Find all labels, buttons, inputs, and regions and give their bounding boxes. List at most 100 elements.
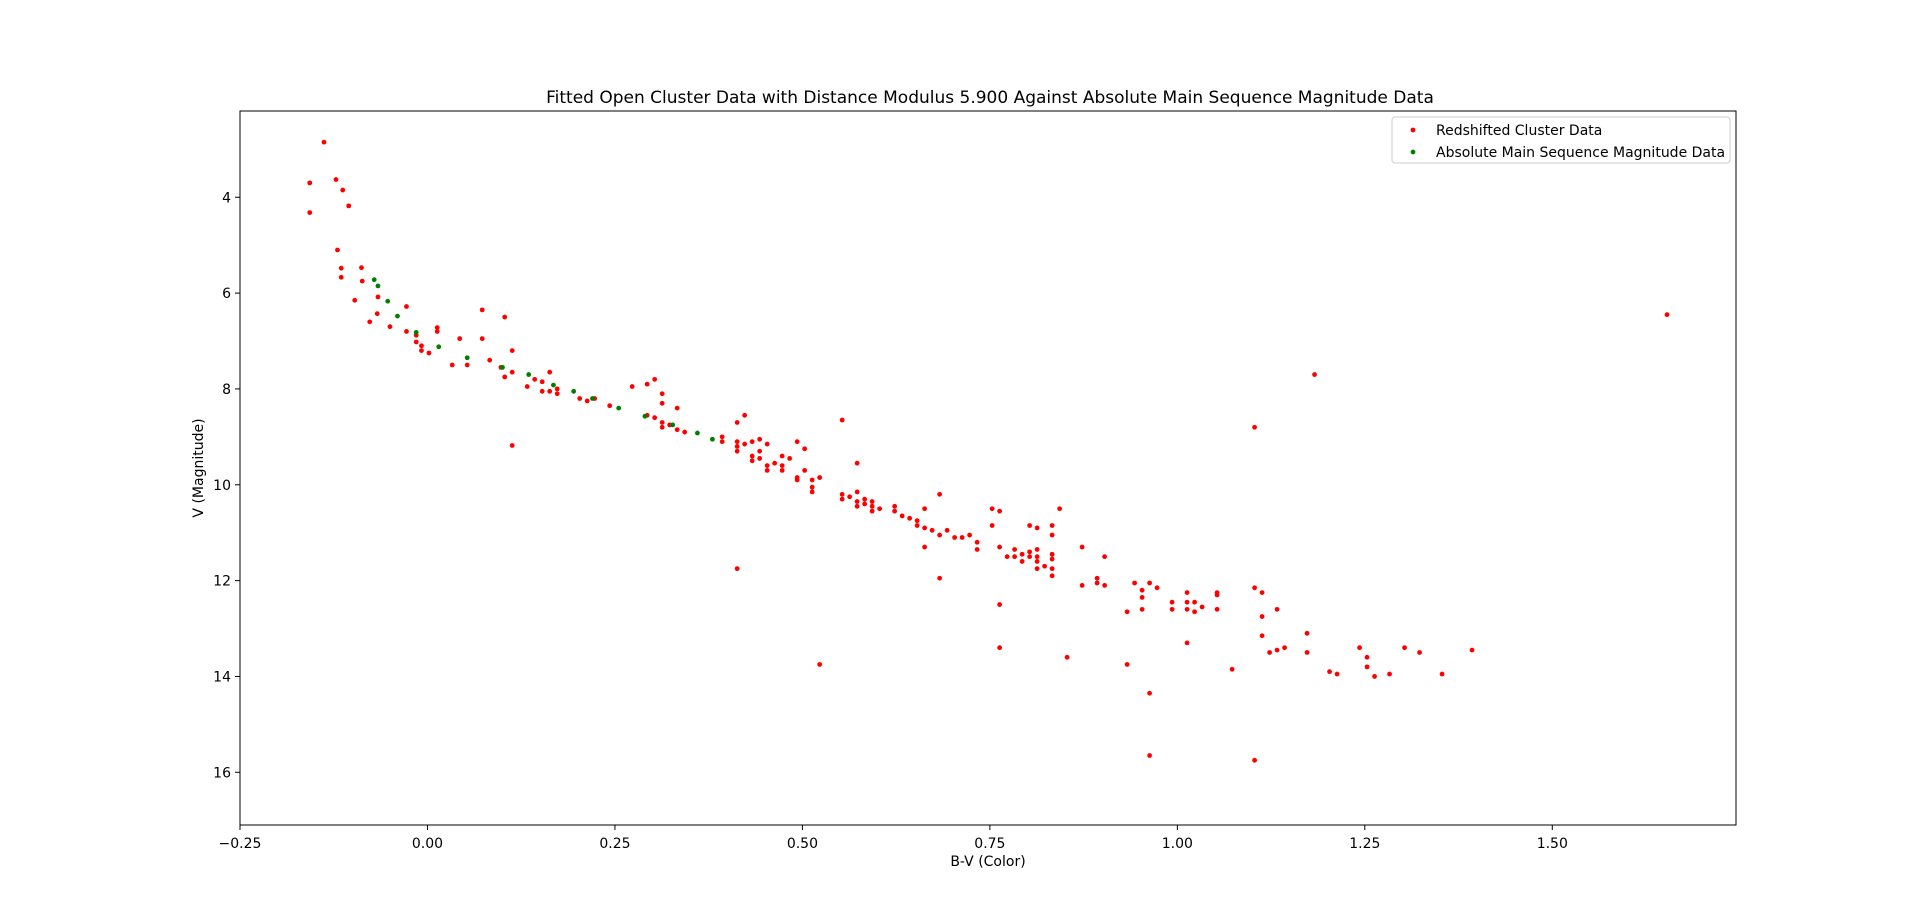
data-point — [997, 508, 1003, 514]
data-point — [1019, 551, 1025, 557]
data-point — [974, 547, 980, 552]
data-points — [307, 139, 1670, 763]
data-point — [892, 503, 898, 509]
data-point — [1132, 580, 1138, 586]
data-point — [1049, 556, 1055, 562]
data-point — [869, 503, 875, 509]
data-point — [1469, 647, 1475, 653]
data-point — [674, 405, 680, 411]
data-point — [479, 307, 485, 313]
data-point — [1049, 532, 1055, 538]
data-point — [734, 439, 740, 445]
data-point — [839, 417, 845, 423]
data-point — [371, 277, 377, 283]
data-point — [1214, 592, 1220, 598]
data-point — [1147, 690, 1152, 696]
data-point — [1012, 554, 1018, 560]
data-point — [547, 388, 553, 394]
x-tick-label: 0.25 — [599, 836, 630, 852]
data-point — [869, 499, 875, 504]
data-point — [914, 523, 920, 528]
data-point — [554, 391, 560, 397]
data-point — [695, 430, 700, 436]
data-point — [974, 539, 980, 545]
data-point — [554, 386, 560, 392]
x-tick-label: 0.75 — [974, 836, 1005, 852]
data-point — [1184, 590, 1190, 595]
data-point — [1139, 606, 1145, 612]
data-point — [1139, 594, 1145, 600]
data-point — [1259, 614, 1265, 619]
data-point — [539, 379, 545, 385]
data-point — [1049, 573, 1055, 579]
data-point — [335, 247, 340, 253]
data-point — [1049, 566, 1055, 572]
data-point — [1304, 630, 1310, 636]
data-point — [659, 391, 665, 397]
data-point — [502, 374, 508, 380]
data-point — [854, 489, 860, 495]
data-point — [532, 376, 538, 382]
x-tick-label: 1.25 — [1349, 836, 1380, 852]
data-point — [670, 422, 676, 428]
legend-label-green: Absolute Main Sequence Magnitude Data — [1436, 145, 1725, 161]
data-point — [1094, 575, 1100, 581]
data-point — [1034, 559, 1040, 564]
data-point — [1199, 604, 1205, 610]
y-axis-label: V (Magnitude) — [191, 418, 207, 517]
data-point — [1049, 523, 1055, 528]
data-point — [659, 400, 665, 406]
data-point — [1252, 424, 1257, 430]
data-point — [1267, 650, 1272, 655]
data-point — [734, 420, 740, 425]
data-point — [1304, 650, 1310, 655]
data-point — [1334, 671, 1340, 677]
data-point — [959, 535, 965, 540]
data-point — [524, 384, 530, 389]
legend: Redshifted Cluster Data Absolute Main Se… — [1391, 116, 1731, 164]
y-axis-ticks: 4 6 8 10 12 14 16 — [213, 190, 240, 781]
data-point — [787, 456, 793, 461]
data-point — [584, 398, 590, 404]
data-point — [809, 484, 815, 490]
data-point — [742, 441, 748, 447]
data-point — [1027, 554, 1033, 560]
data-point — [434, 329, 440, 334]
data-point — [509, 369, 515, 375]
data-point — [539, 388, 545, 394]
data-point — [854, 499, 860, 504]
data-point — [710, 436, 715, 442]
series-1 — [371, 277, 715, 442]
data-point — [1012, 547, 1018, 552]
data-point — [944, 527, 950, 533]
y-tick-label: 16 — [213, 765, 231, 781]
y-tick-label: 10 — [213, 478, 231, 494]
data-point — [607, 403, 613, 409]
data-point — [1259, 633, 1265, 639]
data-point — [1439, 671, 1445, 677]
data-point — [1147, 753, 1152, 758]
data-point — [338, 265, 344, 271]
data-point — [1027, 549, 1033, 555]
data-point — [1124, 609, 1130, 615]
data-point — [989, 523, 995, 528]
data-point — [757, 456, 763, 461]
data-point — [914, 518, 920, 524]
data-point — [340, 187, 346, 193]
data-point — [749, 453, 755, 459]
data-point — [674, 427, 680, 433]
data-point — [1184, 599, 1190, 605]
data-point — [1042, 563, 1048, 569]
data-point — [734, 448, 740, 454]
data-point — [1252, 585, 1257, 591]
data-point — [616, 405, 622, 411]
data-point — [749, 439, 755, 445]
data-point — [937, 491, 943, 497]
data-point — [652, 415, 658, 421]
data-point — [839, 491, 845, 497]
data-point — [1057, 506, 1063, 512]
data-point — [862, 496, 868, 502]
data-point — [1102, 554, 1108, 560]
data-point — [892, 508, 898, 514]
